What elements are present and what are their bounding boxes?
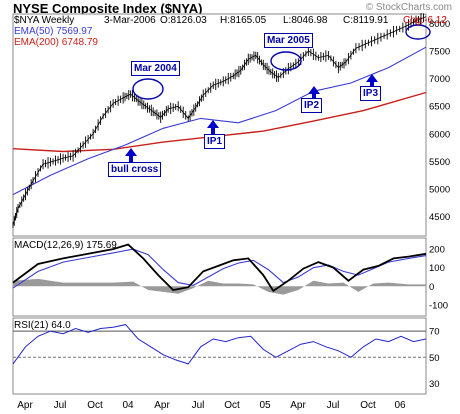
- y-tick-0-5: 7000: [429, 74, 450, 85]
- panel-1-frame: [12, 237, 427, 317]
- x-tick-5: Jul: [192, 400, 205, 411]
- y-tick-1-0: -100: [429, 300, 448, 311]
- arrow-up-icon: [125, 148, 137, 162]
- y-tick-2-0: 30: [429, 379, 440, 390]
- y-tick-2-2: 70: [429, 327, 440, 338]
- x-tick-9: Jul: [327, 400, 340, 411]
- legend-ema200: EMA(200) 6748.79: [14, 37, 98, 48]
- macd-signal-line: [12, 248, 427, 289]
- header-high: H:8165.05: [220, 15, 267, 26]
- header-symbol: $NYA Weekly: [14, 15, 75, 26]
- y-tick-0-4: 6500: [429, 102, 450, 113]
- annotation-mar-2004: Mar 2004: [131, 61, 180, 76]
- y-tick-2-1: 50: [429, 353, 440, 364]
- rsi-line: [12, 324, 427, 365]
- panel-2-frame: [12, 317, 427, 395]
- y-tick-0-1: 5000: [429, 185, 450, 196]
- annotation-bull-cross: bull cross: [108, 162, 162, 177]
- watermark: © StockCharts.com: [365, 2, 452, 13]
- y-tick-1-2: 100: [429, 263, 445, 274]
- x-tick-10: Oct: [360, 400, 376, 411]
- panel-frames: [12, 13, 427, 395]
- price-line: [12, 16, 427, 226]
- x-tick-4: Apr: [154, 400, 170, 411]
- x-tick-11: 06: [394, 400, 406, 411]
- x-tick-1: Jul: [54, 400, 67, 411]
- y-tick-0-0: 4500: [429, 212, 450, 223]
- legend-ema50: EMA(50) 7569.97: [14, 26, 93, 37]
- annotation-mar-2005: Mar 2005: [264, 33, 313, 48]
- x-tick-2: Oct: [87, 400, 103, 411]
- macd-line: [12, 243, 427, 293]
- rsi-label: RSI(21) 64.0: [14, 320, 71, 331]
- header-low: L:8046.98: [283, 15, 328, 26]
- macd-label: MACD(12,26,9) 175.69: [14, 240, 117, 251]
- arrow-up-icon: [308, 86, 320, 100]
- chart-title: NYSE Composite Index ($NYA): [13, 1, 203, 16]
- header-change: Chg:-6.12: [403, 15, 447, 26]
- header-open: O:8126.03: [160, 15, 207, 26]
- x-tick-6: Oct: [224, 400, 240, 411]
- y-tick-1-1: 0: [429, 282, 434, 293]
- series-layer: [12, 13, 431, 365]
- macd-histogram: [13, 278, 426, 295]
- y-tick-1-3: 200: [429, 245, 445, 256]
- panel-0-frame: [12, 13, 427, 237]
- highlight-ellipse-2: [405, 24, 431, 40]
- header-date: 3-Mar-2006: [104, 15, 156, 26]
- y-tick-0-2: 5500: [429, 157, 450, 168]
- highlight-ellipse-0: [132, 78, 164, 100]
- x-tick-0: Apr: [17, 400, 33, 411]
- annotation-ip1: IP1: [204, 134, 226, 149]
- annotation-ip2: IP2: [301, 98, 323, 113]
- ema50-line: [12, 46, 427, 196]
- arrow-up-icon: [207, 120, 219, 134]
- x-tick-8: Apr: [290, 400, 306, 411]
- x-tick-7: 05: [259, 400, 271, 411]
- tick-labels: 4500 5000 5500 6000 6500 7000 7500 8000 -100 0 100…: [17, 19, 450, 411]
- header-close: C:8119.91: [343, 15, 389, 26]
- x-tick-3: 04: [122, 400, 134, 411]
- annotation-ip3: IP3: [360, 86, 382, 101]
- arrow-up-icon: [366, 74, 378, 88]
- highlight-ellipse-1: [270, 51, 302, 71]
- y-tick-0-3: 6000: [429, 129, 450, 140]
- y-tick-0-6: 7500: [429, 47, 450, 58]
- y-tick-0-7: 8000: [429, 19, 450, 30]
